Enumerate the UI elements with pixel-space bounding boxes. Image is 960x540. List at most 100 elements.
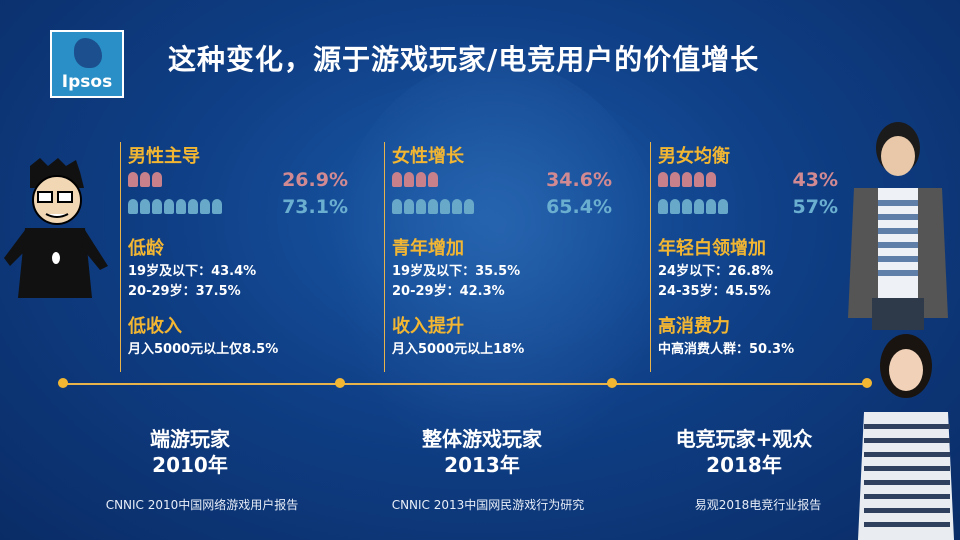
person-icon bbox=[718, 199, 728, 214]
person-icon bbox=[128, 172, 138, 187]
person-icon bbox=[392, 199, 402, 214]
column-2013: 女性增长 34.6% 65.4% 青年增加 19岁及以下：35.5% 20-29… bbox=[384, 142, 612, 372]
timeline-line bbox=[62, 383, 870, 385]
person-icon bbox=[404, 172, 414, 187]
logo-text: Ipsos bbox=[61, 72, 113, 92]
person-icon bbox=[658, 172, 668, 187]
person-icon bbox=[128, 199, 138, 214]
column-divider-line bbox=[650, 142, 651, 372]
female-stat-row: 26.9% bbox=[128, 168, 348, 195]
female-people-icon bbox=[128, 172, 162, 190]
income-heading: 高消费力 bbox=[658, 316, 730, 337]
income-heading: 收入提升 bbox=[392, 316, 464, 337]
source-citation: 易观2018电竞行业报告 bbox=[694, 498, 822, 512]
person-icon bbox=[140, 199, 150, 214]
person-icon bbox=[428, 199, 438, 214]
person-icon bbox=[152, 172, 162, 187]
female-percent: 43% bbox=[792, 169, 838, 191]
female-percent: 26.9% bbox=[282, 169, 348, 191]
person-icon bbox=[706, 172, 716, 187]
person-icon bbox=[694, 199, 704, 214]
era-label-2018: 电竞玩家+观众 2018年 bbox=[634, 426, 854, 478]
era-name: 整体游戏玩家 bbox=[422, 427, 542, 451]
era-year: 2010年 bbox=[152, 453, 228, 477]
age-heading: 低龄 bbox=[128, 238, 164, 259]
person-icon bbox=[140, 172, 150, 187]
person-icon bbox=[694, 172, 704, 187]
woman-photo-icon bbox=[858, 334, 954, 540]
female-stat-row: 43% bbox=[658, 168, 838, 195]
timeline-dot bbox=[58, 378, 68, 388]
era-year: 2013年 bbox=[444, 453, 520, 477]
column-2010: 男性主导 26.9% 73.1% 低龄 19岁及以下：43.4% 20-29岁：… bbox=[120, 142, 348, 372]
timeline-dot bbox=[862, 378, 872, 388]
income-line: 月入5000元以上仅8.5% bbox=[128, 342, 279, 357]
male-stat-row: 73.1% bbox=[128, 195, 348, 222]
person-icon bbox=[682, 172, 692, 187]
person-icon bbox=[452, 199, 462, 214]
income-line: 月入5000元以上18% bbox=[392, 342, 525, 357]
cartoon-gamer-icon bbox=[4, 158, 108, 298]
person-icon bbox=[670, 199, 680, 214]
column-2018: 男女均衡 43% 57% 年轻白领增加 24岁以下：26.8% 24-35岁：4… bbox=[650, 142, 838, 372]
gender-heading: 男女均衡 bbox=[658, 146, 730, 167]
male-people-icon bbox=[128, 199, 222, 217]
person-icon bbox=[392, 172, 402, 187]
person-icon bbox=[706, 199, 716, 214]
female-percent: 34.6% bbox=[546, 169, 612, 191]
male-people-icon bbox=[658, 199, 728, 217]
age-line: 19岁及以下：43.4% bbox=[128, 264, 257, 279]
column-divider-line bbox=[384, 142, 385, 372]
source-citation: CNNIC 2010中国网络游戏用户报告 bbox=[105, 498, 299, 512]
person-icon bbox=[200, 199, 210, 214]
source-citation: CNNIC 2013中国网民游戏行为研究 bbox=[391, 498, 585, 512]
person-icon bbox=[428, 172, 438, 187]
era-name: 电竞玩家+观众 bbox=[675, 427, 813, 451]
age-heading: 年轻白领增加 bbox=[658, 238, 766, 259]
person-icon bbox=[152, 199, 162, 214]
man-photo-icon bbox=[848, 122, 948, 330]
person-icon bbox=[416, 172, 426, 187]
era-label-2010: 端游玩家 2010年 bbox=[80, 426, 300, 478]
male-percent: 73.1% bbox=[282, 196, 348, 218]
era-name: 端游玩家 bbox=[150, 427, 230, 451]
era-year: 2018年 bbox=[706, 453, 782, 477]
male-stat-row: 57% bbox=[658, 195, 838, 222]
female-people-icon bbox=[658, 172, 716, 190]
person-icon bbox=[682, 199, 692, 214]
person-icon bbox=[212, 199, 222, 214]
logo-mark-icon bbox=[74, 38, 102, 68]
age-line: 20-29岁：42.3% bbox=[392, 284, 505, 299]
person-icon bbox=[440, 199, 450, 214]
person-icon bbox=[670, 172, 680, 187]
person-icon bbox=[176, 199, 186, 214]
income-heading: 低收入 bbox=[128, 316, 182, 337]
person-icon bbox=[658, 199, 668, 214]
male-stat-row: 65.4% bbox=[392, 195, 612, 222]
timeline-dot bbox=[335, 378, 345, 388]
gender-heading: 男性主导 bbox=[128, 146, 200, 167]
age-line: 24岁以下：26.8% bbox=[658, 264, 774, 279]
person-icon bbox=[404, 199, 414, 214]
female-people-icon bbox=[392, 172, 438, 190]
male-people-icon bbox=[392, 199, 474, 217]
age-heading: 青年增加 bbox=[392, 238, 464, 259]
timeline-dot bbox=[607, 378, 617, 388]
slide-title: 这种变化，源于游戏玩家/电竞用户的价值增长 bbox=[168, 43, 760, 76]
income-line: 中高消费人群：50.3% bbox=[658, 342, 795, 357]
age-line: 20-29岁：37.5% bbox=[128, 284, 241, 299]
person-icon bbox=[164, 199, 174, 214]
column-divider-line bbox=[120, 142, 121, 372]
age-line: 19岁及以下：35.5% bbox=[392, 264, 521, 279]
age-line: 24-35岁：45.5% bbox=[658, 284, 771, 299]
ipsos-logo: Ipsos bbox=[50, 30, 124, 98]
person-icon bbox=[464, 199, 474, 214]
male-percent: 57% bbox=[792, 196, 838, 218]
person-icon bbox=[416, 199, 426, 214]
background-silhouette bbox=[330, 60, 670, 480]
male-percent: 65.4% bbox=[546, 196, 612, 218]
person-icon bbox=[188, 199, 198, 214]
era-label-2013: 整体游戏玩家 2013年 bbox=[372, 426, 592, 478]
female-stat-row: 34.6% bbox=[392, 168, 612, 195]
gender-heading: 女性增长 bbox=[392, 146, 464, 167]
